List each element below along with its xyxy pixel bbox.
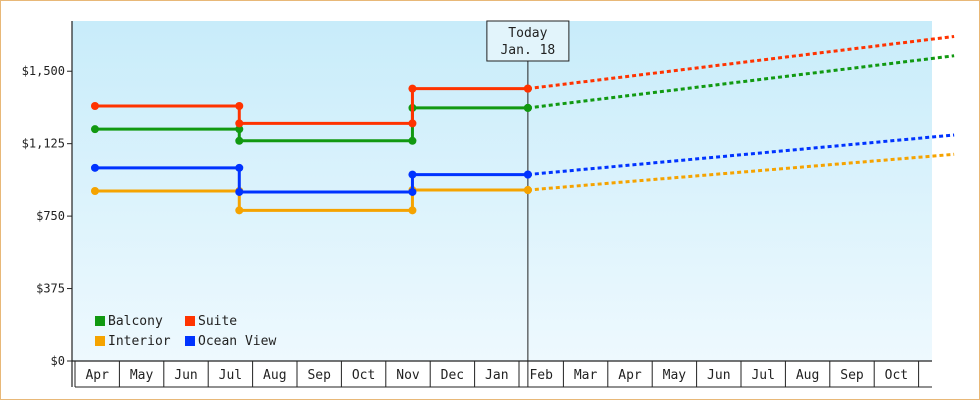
- data-point: [90, 102, 99, 110]
- data-point: [408, 136, 417, 145]
- y-tick-label: $375: [36, 282, 65, 296]
- x-axis: Apr May Jun Jul Aug Sep Oct Nov Dec Jan Feb Mar Apr M…: [72, 360, 932, 388]
- series-balcony: [90, 54, 955, 145]
- x-tick-label: Apr: [85, 368, 109, 383]
- x-tick-label: Jul: [219, 368, 242, 383]
- x-tick-label: Oct: [352, 368, 375, 383]
- data-point: [408, 187, 417, 196]
- x-tick-label: Nov: [396, 368, 420, 383]
- data-point: [235, 163, 244, 172]
- legend-swatch: [95, 316, 105, 326]
- series-line: [94, 188, 528, 212]
- data-point: [90, 187, 99, 195]
- data-point: [90, 125, 99, 134]
- forecast-line: [527, 34, 955, 91]
- forecast-line: [527, 133, 955, 177]
- legend: Balcony Suite Interior Ocean View: [95, 314, 276, 349]
- legend-swatch: [185, 316, 195, 326]
- x-tick-label: Aug: [796, 368, 819, 383]
- data-point: [408, 119, 417, 128]
- data-point: [408, 170, 417, 179]
- y-tick-label: $1,125: [22, 137, 65, 151]
- x-tick-label: Jun: [707, 368, 730, 383]
- series-layer: [90, 34, 955, 215]
- x-tick-label: Sep: [840, 368, 864, 383]
- legend-label: Suite: [198, 314, 237, 329]
- x-tick-label: Jun: [174, 368, 197, 383]
- x-tick-label: Oct: [885, 368, 908, 383]
- x-tick-label: Aug: [263, 368, 286, 383]
- series-suite: [90, 34, 955, 128]
- legend-swatch: [95, 336, 105, 346]
- data-point: [408, 84, 417, 93]
- data-point: [235, 187, 244, 196]
- series-line: [94, 166, 528, 194]
- data-point: [235, 102, 244, 110]
- data-point: [235, 206, 244, 215]
- x-tick-label: Feb: [529, 368, 553, 383]
- legend-label: Interior: [108, 334, 171, 349]
- y-tick-label: $1,500: [22, 64, 65, 78]
- forecast-line: [527, 152, 955, 192]
- y-tick-label: $750: [36, 209, 65, 223]
- legend-label: Ocean View: [198, 334, 276, 349]
- data-point: [90, 163, 99, 172]
- x-tick-label: Apr: [618, 368, 642, 383]
- x-tick-label: Jan: [485, 368, 508, 383]
- data-point: [235, 125, 244, 134]
- x-tick-label: May: [663, 368, 687, 383]
- series-line: [94, 106, 528, 143]
- data-point: [235, 119, 244, 128]
- series-line: [94, 87, 528, 125]
- legend-swatch: [185, 336, 195, 346]
- today-label: Today: [508, 26, 547, 41]
- y-tick-label: $0: [51, 354, 65, 368]
- legend-label: Balcony: [108, 314, 163, 329]
- x-tick-label: Sep: [307, 368, 331, 383]
- today-marker: Today Jan. 18: [486, 20, 570, 387]
- x-tick-label: May: [130, 368, 154, 383]
- x-tick-label: Jul: [751, 368, 774, 383]
- forecast-line: [527, 54, 955, 110]
- today-callout: [486, 20, 570, 62]
- data-point: [408, 206, 417, 215]
- data-point: [235, 136, 244, 145]
- today-date: Jan. 18: [500, 43, 555, 58]
- x-tick-label: Dec: [441, 368, 464, 383]
- y-axis: $0 $375 $750 $1,125 $1,500: [22, 21, 73, 387]
- x-tick-label: Mar: [574, 368, 598, 383]
- series-ocean-view: [90, 133, 955, 196]
